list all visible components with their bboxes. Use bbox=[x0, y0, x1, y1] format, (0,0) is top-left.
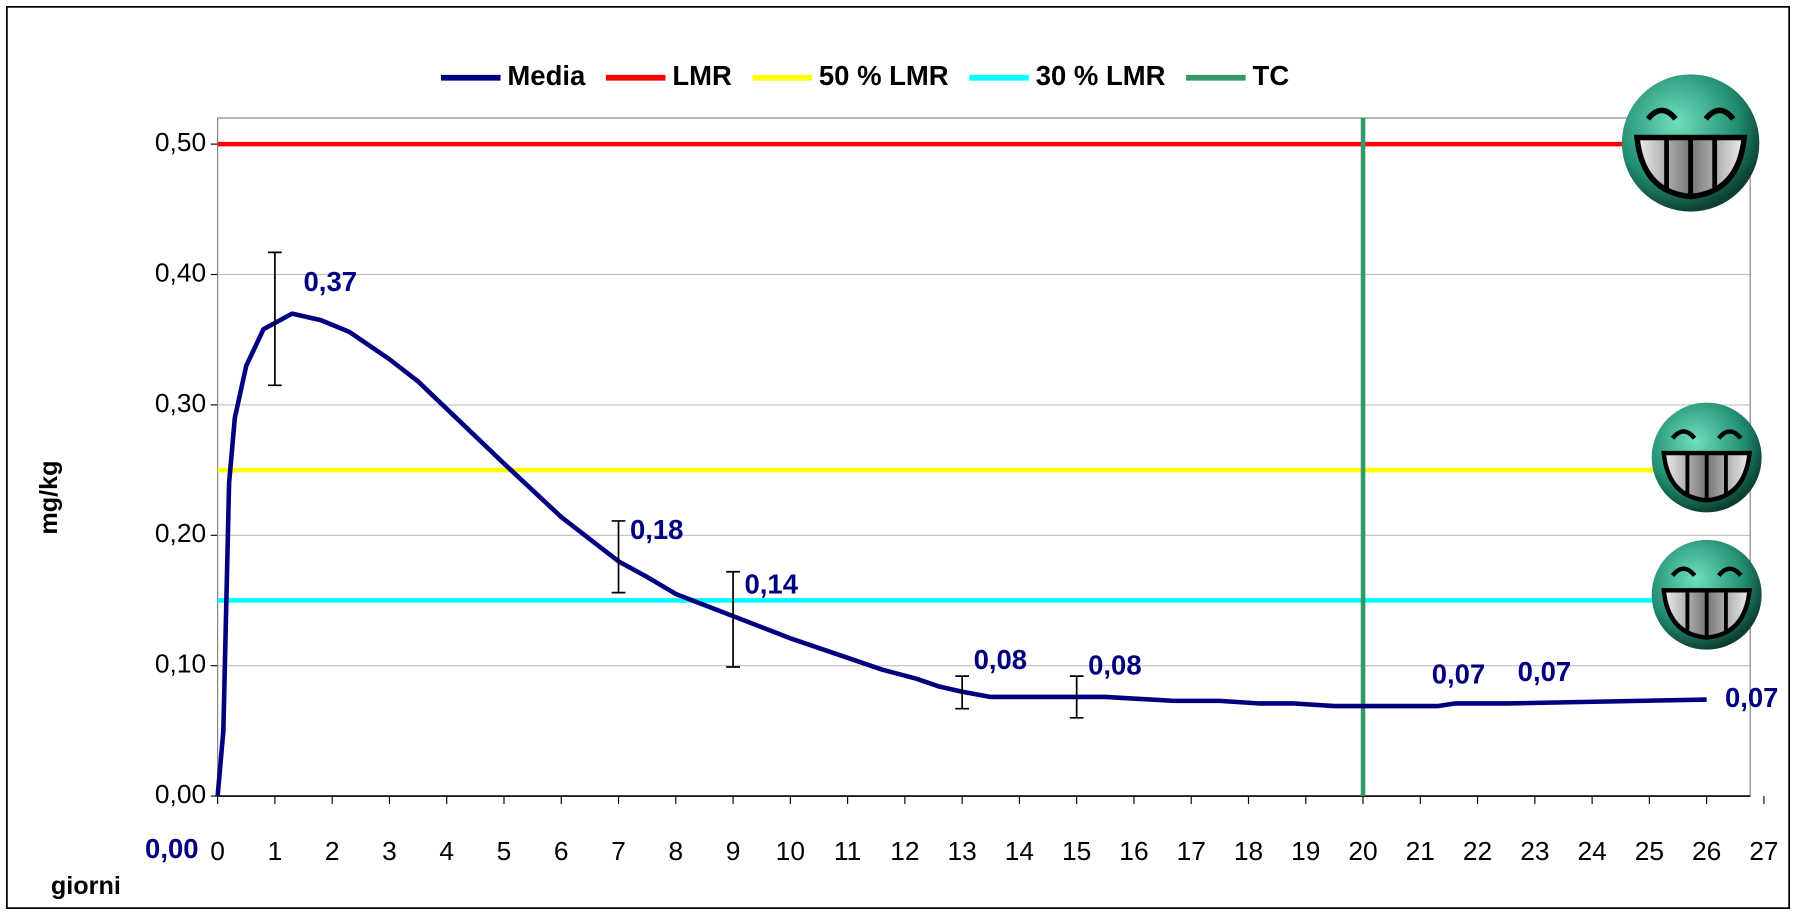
x-tick-label: 23 bbox=[1520, 836, 1549, 866]
smiley bbox=[1622, 74, 1759, 211]
x-tick-label: 2 bbox=[325, 836, 340, 866]
legend-label: 30 % LMR bbox=[1036, 60, 1166, 91]
x-tick-label: 24 bbox=[1577, 836, 1606, 866]
x-tick-label: 8 bbox=[668, 836, 683, 866]
data-label: 0,07 bbox=[1518, 656, 1571, 687]
y-tick-label: 0,50 bbox=[155, 127, 206, 157]
legend-label: LMR bbox=[672, 60, 732, 91]
y-axis-label: mg/kg bbox=[35, 460, 63, 534]
x-axis-label: giorni bbox=[51, 872, 121, 900]
x-tick-label: 17 bbox=[1177, 836, 1206, 866]
y-tick-label: 0,20 bbox=[155, 518, 206, 548]
x-tick-label: 18 bbox=[1234, 836, 1263, 866]
x-tick-label: 0 bbox=[210, 836, 225, 866]
data-label: 0,00 bbox=[145, 833, 198, 864]
data-label: 0,08 bbox=[974, 644, 1027, 675]
x-tick-label: 5 bbox=[497, 836, 512, 866]
x-tick-label: 11 bbox=[834, 836, 861, 866]
x-tick-label: 26 bbox=[1692, 836, 1721, 866]
x-tick-label: 22 bbox=[1463, 836, 1492, 866]
x-tick-label: 12 bbox=[890, 836, 919, 866]
legend-label: TC bbox=[1253, 60, 1290, 91]
x-tick-label: 21 bbox=[1406, 836, 1435, 866]
x-tick-label: 6 bbox=[554, 836, 569, 866]
x-tick-label: 13 bbox=[947, 836, 976, 866]
x-tick-label: 16 bbox=[1119, 836, 1148, 866]
data-label: 0,08 bbox=[1088, 649, 1141, 680]
x-tick-label: 4 bbox=[439, 836, 454, 866]
x-tick-label: 25 bbox=[1635, 836, 1664, 866]
smiley bbox=[1652, 540, 1762, 650]
y-tick-label: 0,40 bbox=[155, 257, 206, 287]
data-label: 0,18 bbox=[630, 514, 683, 545]
x-tick-label: 9 bbox=[726, 836, 741, 866]
x-tick-label: 3 bbox=[382, 836, 397, 866]
y-tick-label: 0,30 bbox=[155, 388, 206, 418]
chart: 0,000,100,200,300,400,500123456789101112… bbox=[0, 0, 1796, 915]
x-tick-label: 14 bbox=[1005, 836, 1034, 866]
data-label: 0,07 bbox=[1725, 682, 1778, 713]
data-label: 0,07 bbox=[1432, 659, 1485, 690]
x-tick-label: 7 bbox=[611, 836, 626, 866]
x-tick-label: 20 bbox=[1348, 836, 1377, 866]
x-tick-label: 19 bbox=[1291, 836, 1320, 866]
x-tick-label: 15 bbox=[1062, 836, 1091, 866]
smiley bbox=[1652, 403, 1762, 513]
y-tick-label: 0,00 bbox=[155, 779, 206, 809]
data-label: 0,37 bbox=[304, 266, 357, 297]
x-tick-label: 10 bbox=[776, 836, 805, 866]
legend-label: Media bbox=[507, 60, 586, 91]
y-tick-label: 0,10 bbox=[155, 649, 206, 679]
x-tick-label: 1 bbox=[268, 836, 283, 866]
data-label: 0,14 bbox=[745, 569, 799, 600]
page: {"chart_data": { "type": "line", "x_labe… bbox=[0, 0, 1796, 915]
x-tick-label: 27 bbox=[1749, 836, 1778, 866]
legend-label: 50 % LMR bbox=[819, 60, 949, 91]
